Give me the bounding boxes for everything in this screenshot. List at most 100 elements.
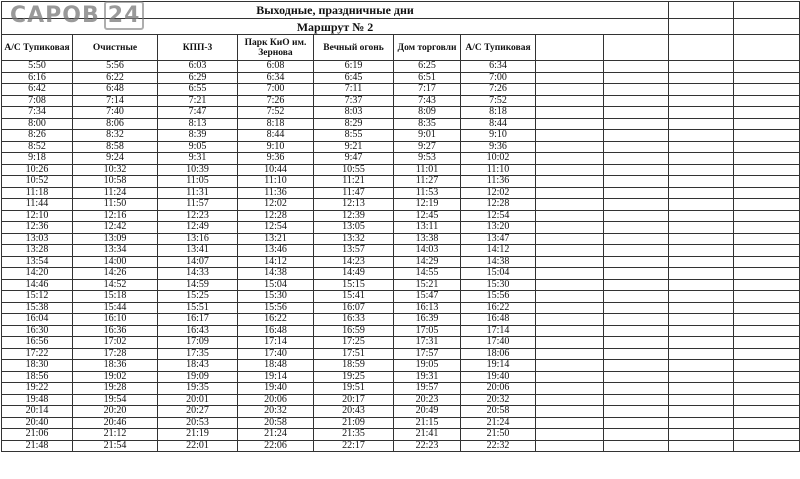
table-row: 6:16 6:22 6:29 6:34 6:45 6:51 7:00 [1,71,800,84]
time-cell: 16:59 [313,324,394,337]
time-cell: 19:14 [237,370,314,383]
time-cell: 12:54 [237,221,314,234]
table-row: 20:40 20:46 20:53 20:58 21:09 21:15 21:24 [1,416,800,429]
time-cell: 12:42 [72,221,158,234]
time-cell: 7:14 [72,94,158,107]
time-cell: 13:38 [393,232,461,245]
time-cell: 20:32 [237,405,314,418]
table-row: 8:00 8:06 8:13 8:18 8:29 8:35 8:44 [1,117,800,130]
time-cell: 15:38 [1,301,73,314]
time-cell: 12:23 [157,209,238,222]
time-cell: 13:54 [1,255,73,268]
time-cell: 17:14 [460,324,536,337]
time-cell: 8:26 [1,129,73,142]
time-cell: 20:58 [237,416,314,429]
time-cell: 15:18 [72,290,158,303]
time-cell: 7:00 [460,71,536,84]
time-cell: 12:36 [1,221,73,234]
time-cell: 9:36 [237,152,314,165]
time-cell: 15:51 [157,301,238,314]
time-cell: 13:21 [237,232,314,245]
watermark-number: 24 [103,1,145,30]
time-cell: 7:08 [1,94,73,107]
time-cell: 15:04 [460,267,536,280]
time-cell: 20:23 [393,393,461,406]
time-cell: 19:02 [72,370,158,383]
time-cell: 9:31 [157,152,238,165]
time-cell: 21:48 [1,439,73,452]
time-cell: 21:54 [72,439,158,452]
time-cell: 22:01 [157,439,238,452]
time-cell: 13:03 [1,232,73,245]
time-cell: 20:32 [460,393,536,406]
time-cell: 14:29 [393,255,461,268]
time-cell: 11:36 [460,175,536,188]
time-cell: 8:39 [157,129,238,142]
time-cell: 9:24 [72,152,158,165]
time-cell: 14:26 [72,267,158,280]
time-cell: 20:06 [237,393,314,406]
time-cell: 8:35 [393,117,461,130]
time-cell: 21:06 [1,428,73,441]
column-header: Вечный огонь [313,34,394,61]
watermark-text: САРОВ [10,3,100,28]
time-cell: 17:35 [157,347,238,360]
time-cell: 12:02 [460,186,536,199]
time-cell: 14:38 [237,267,314,280]
time-cell: 18:56 [1,370,73,383]
time-cell: 11:24 [72,186,158,199]
time-cell: 6:08 [237,60,314,73]
time-cell: 7:11 [313,83,394,96]
time-cell: 6:25 [393,60,461,73]
time-cell: 19:40 [237,382,314,395]
time-cell: 21:24 [460,416,536,429]
time-cell: 7:34 [1,106,73,119]
time-cell: 14:52 [72,278,158,291]
time-cell: 21:15 [393,416,461,429]
time-cell: 15:56 [237,301,314,314]
time-cell: 10:58 [72,175,158,188]
time-cell: 8:44 [237,129,314,142]
time-cell: 9:10 [460,129,536,142]
table-row: 12:36 12:42 12:49 12:54 13:05 13:11 13:20 [1,221,800,234]
time-cell: 15:30 [237,290,314,303]
time-cell: 17:40 [460,336,536,349]
time-cell: 14:12 [237,255,314,268]
time-cell: 16:48 [237,324,314,337]
time-cell: 7:26 [237,94,314,107]
time-cell: 20:43 [313,405,394,418]
table-row: 13:28 13:34 13:41 13:46 13:57 14:03 14:12 [1,244,800,257]
time-cell: 16:56 [1,336,73,349]
time-cell: 19:22 [1,382,73,395]
time-cell: 11:31 [157,186,238,199]
table-row: 6:42 6:48 6:55 7:00 7:11 7:17 7:26 [1,83,800,96]
time-cell: 13:28 [1,244,73,257]
time-cell: 16:07 [313,301,394,314]
time-cell: 6:45 [313,71,394,84]
time-cell: 19:25 [313,370,394,383]
time-cell: 20:49 [393,405,461,418]
time-cell: 15:30 [460,278,536,291]
table-row: 20:14 20:20 20:27 20:32 20:43 20:49 20:58 [1,405,800,418]
time-cell: 6:22 [72,71,158,84]
time-cell: 13:47 [460,232,536,245]
time-cell: 10:39 [157,163,238,176]
time-cell: 10:02 [460,152,536,165]
time-cell: 17:51 [313,347,394,360]
time-cell: 21:19 [157,428,238,441]
time-cell: 18:30 [1,359,73,372]
time-cell: 14:38 [460,255,536,268]
time-cell: 19:35 [157,382,238,395]
time-cell: 6:29 [157,71,238,84]
time-cell: 6:03 [157,60,238,73]
time-cell: 15:12 [1,290,73,303]
time-cell: 17:02 [72,336,158,349]
time-cell: 16:43 [157,324,238,337]
time-cell: 15:41 [313,290,394,303]
time-cell: 8:44 [460,117,536,130]
time-cell: 8:18 [237,117,314,130]
time-cell: 16:36 [72,324,158,337]
table-row: 7:34 7:40 7:47 7:52 8:03 8:09 8:18 [1,106,800,119]
time-cell: 10:32 [72,163,158,176]
time-cell: 11:18 [1,186,73,199]
